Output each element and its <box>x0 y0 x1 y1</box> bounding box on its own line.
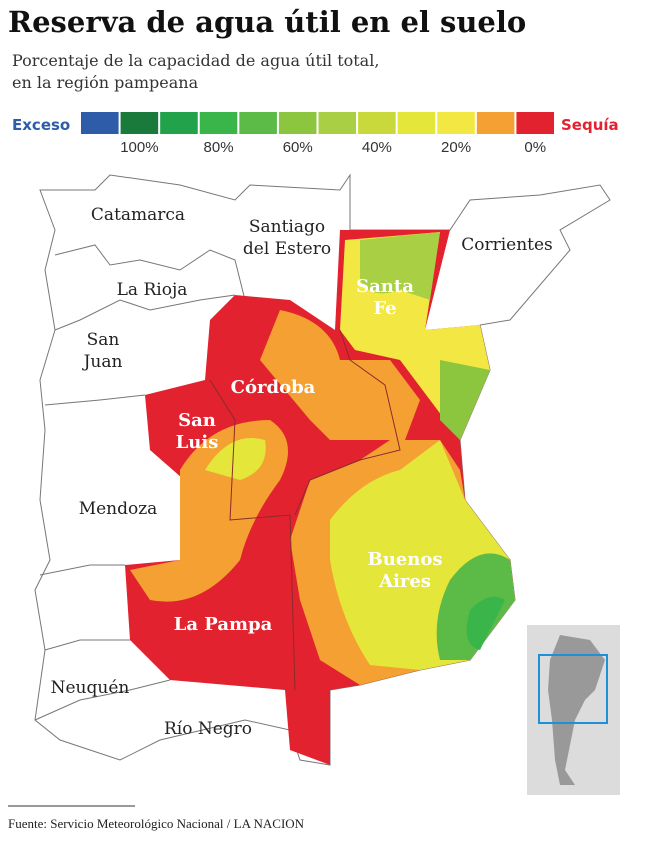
province-label: Catamarca <box>91 205 185 225</box>
legend-swatch <box>516 112 554 134</box>
source: Fuente: Servicio Meteorológico Nacional … <box>8 816 305 831</box>
legend-swatch <box>318 112 357 134</box>
legend-left: Exceso <box>12 116 70 134</box>
legend-tick: 20% <box>441 139 471 156</box>
province-label: Luis <box>176 432 219 453</box>
legend-right: Sequía <box>561 116 619 134</box>
province-label: Mendoza <box>79 499 158 519</box>
province-label: Corrientes <box>461 235 553 255</box>
legend-tick: 40% <box>362 139 392 156</box>
province-label: Santiago <box>249 217 325 237</box>
province-label: Fe <box>373 298 396 319</box>
province-label: Aires <box>378 571 431 592</box>
title: Reserva de agua útil en el suelo <box>8 5 526 39</box>
legend-swatch <box>476 112 515 134</box>
legend-swatch <box>397 112 436 134</box>
province-label: San <box>178 410 216 431</box>
legend-swatch <box>160 112 198 134</box>
legend-swatch <box>278 112 317 134</box>
legend-swatch <box>239 112 277 134</box>
legend-tick: 0% <box>524 139 546 156</box>
province-label: San <box>87 330 120 350</box>
province-label: Buenos <box>368 549 443 570</box>
legend-tick: 80% <box>204 139 234 156</box>
province-label: Santa <box>356 276 414 297</box>
legend: 100% 80% 60% 40% 20% 0% <box>81 112 554 156</box>
legend-swatch <box>199 112 238 134</box>
subtitle: Porcentaje de la capacidad de agua útil … <box>12 51 379 70</box>
legend-tick: 100% <box>120 139 158 156</box>
inset-map <box>527 625 620 795</box>
legend-swatch <box>437 112 475 134</box>
legend-swatch <box>358 112 396 134</box>
legend-swatch <box>120 112 159 134</box>
province-label: La Pampa <box>174 614 273 635</box>
legend-tick: 60% <box>283 139 313 156</box>
province-label: Neuquén <box>51 678 130 698</box>
province-label: Río Negro <box>164 719 252 739</box>
map <box>34 173 611 766</box>
province-label: Córdoba <box>231 377 316 398</box>
province-label: del Estero <box>243 239 331 259</box>
subtitle: en la región pampeana <box>12 73 199 92</box>
province-label: La Rioja <box>117 280 188 300</box>
legend-swatch <box>81 112 119 134</box>
province-label: Juan <box>82 352 123 372</box>
